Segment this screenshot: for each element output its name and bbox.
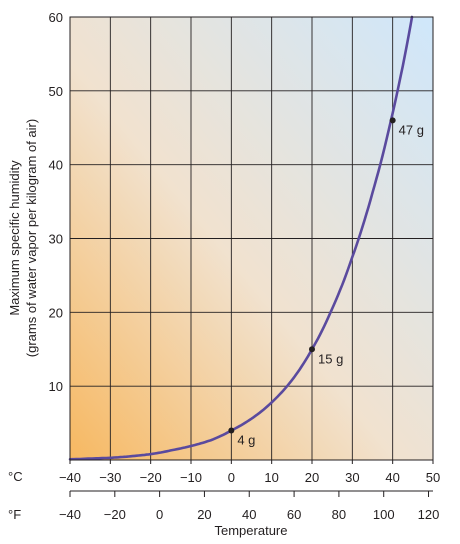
humidity-curve — [68, 15, 414, 461]
y-tick-label: 50 — [49, 84, 63, 99]
y-tick-label: 20 — [49, 305, 63, 320]
y-axis-label: Maximum specific humidity — [7, 160, 22, 316]
f-tick-label: −40 — [59, 507, 81, 522]
y-tick-labels: 10 20 30 40 50 60 — [49, 10, 63, 394]
f-tick-label: 100 — [373, 507, 395, 522]
fahrenheit-unit-label: °F — [8, 507, 21, 522]
x-tick-label: 40 — [385, 470, 399, 485]
annotation-label: 15 g — [318, 351, 343, 366]
x-axis-label: Temperature — [215, 523, 288, 538]
plot-border — [69, 16, 434, 461]
x-tick-label: 10 — [264, 470, 278, 485]
f-tick-label: 40 — [242, 507, 256, 522]
f-tick-label: −20 — [104, 507, 126, 522]
annotation-point — [389, 117, 396, 124]
annotation-label: 4 g — [237, 432, 255, 447]
y-axis-sublabel: (grams of water vapor per kilogram of ai… — [24, 119, 39, 357]
f-tick-label: 60 — [287, 507, 301, 522]
f-tick-label: 80 — [332, 507, 346, 522]
y-tick-label: 10 — [49, 379, 63, 394]
x-tick-labels-fahrenheit: −40 −20 0 20 40 60 80 100 120 — [59, 491, 439, 522]
f-tick-label: 0 — [156, 507, 163, 522]
series-layer — [68, 15, 414, 461]
y-tick-label: 40 — [49, 158, 63, 173]
x-tick-label: 0 — [228, 470, 235, 485]
x-tick-labels-celsius: −40 −30 −20 −10 0 10 20 30 40 50 — [59, 460, 440, 485]
x-tick-label: 20 — [305, 470, 319, 485]
y-tick-label: 60 — [49, 10, 63, 25]
f-tick-label: 20 — [197, 507, 211, 522]
x-tick-label: −30 — [99, 470, 121, 485]
annotation-point — [309, 346, 315, 353]
x-tick-label: −10 — [180, 470, 202, 485]
grid — [70, 17, 433, 460]
x-tick-label: 30 — [345, 470, 359, 485]
y-tick-label: 30 — [49, 232, 63, 247]
x-tick-label: −20 — [140, 470, 162, 485]
f-tick-label: 120 — [418, 507, 440, 522]
annotation-points: 4 g 15 g 47 g — [228, 117, 424, 447]
celsius-unit-label: °C — [8, 469, 23, 484]
annotation-point — [228, 427, 235, 434]
x-tick-label: 50 — [426, 470, 440, 485]
annotation-label: 47 g — [399, 122, 424, 137]
x-tick-label: −40 — [59, 470, 81, 485]
